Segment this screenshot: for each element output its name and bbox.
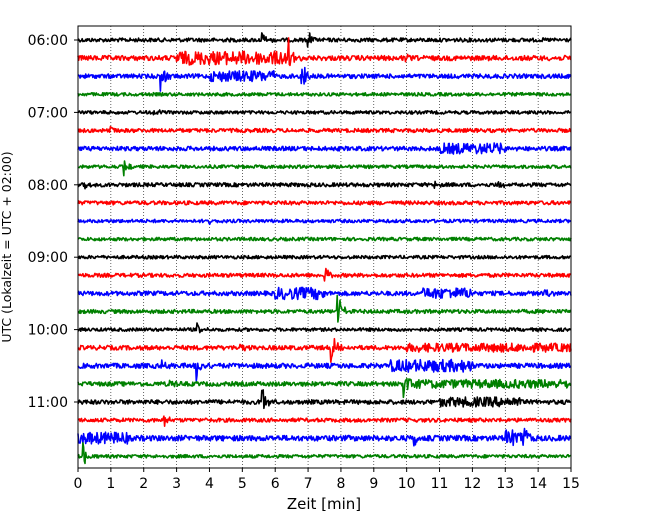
x-tick-label: 10 [398,476,416,492]
trace-line [77,125,572,134]
trace-line [77,267,572,282]
trace-line [77,322,572,334]
x-tick-label: 12 [463,476,481,492]
y-tick-label: 07:00 [28,105,68,121]
x-tick-label: 3 [172,476,181,492]
y-tick-label: 09:00 [28,250,68,266]
trace-line [77,337,572,363]
x-tick-label: 15 [562,476,580,492]
trace-line [77,32,572,48]
trace-line [77,142,572,155]
x-tick-label: 0 [74,476,83,492]
x-tick-label: 4 [205,476,214,492]
seismic-traces [77,32,572,465]
x-tick-label: 11 [431,476,449,492]
trace-line [77,377,572,399]
x-axis-label: Zeit [min] [287,495,361,513]
trace-line [77,91,572,97]
y-tick-label: 10:00 [28,323,68,339]
y-axis-ticks: 06:00 07:00 08:00 09:00 10:00 11:00 [28,33,78,411]
trace-line [77,389,572,410]
x-tick-label: 1 [106,476,115,492]
trace-line [77,180,572,190]
trace-line [77,160,572,177]
trace-line [77,427,572,447]
trace-line [77,66,572,92]
x-tick-label: 2 [139,476,148,492]
y-tick-label: 08:00 [28,178,68,194]
x-tick-label: 5 [238,476,247,492]
x-tick-label: 7 [304,476,313,492]
trace-line [77,358,572,382]
trace-line [77,415,572,427]
trace-line [77,109,572,116]
trace-line [77,236,572,242]
trace-line [77,218,572,226]
x-tick-label: 14 [529,476,547,492]
x-tick-label: 6 [271,476,280,492]
trace-line [77,37,572,67]
x-tick-label: 13 [496,476,514,492]
trace-line [77,286,572,301]
trace-line [77,442,572,465]
plot-frame [77,25,572,469]
x-tick-label: 8 [336,476,345,492]
trace-line [77,294,572,323]
x-tick-label: 9 [369,476,378,492]
trace-line [77,254,572,260]
x-axis-ticks: 0 1 2 3 4 5 6 7 8 9 10 11 12 13 14 15 [74,468,580,492]
y-axis-label: UTC (Lokalzeit = UTC + 02:00) [0,151,14,342]
y-tick-label: 11:00 [28,395,68,411]
y-tick-label: 06:00 [28,33,68,49]
trace-line [77,200,572,206]
